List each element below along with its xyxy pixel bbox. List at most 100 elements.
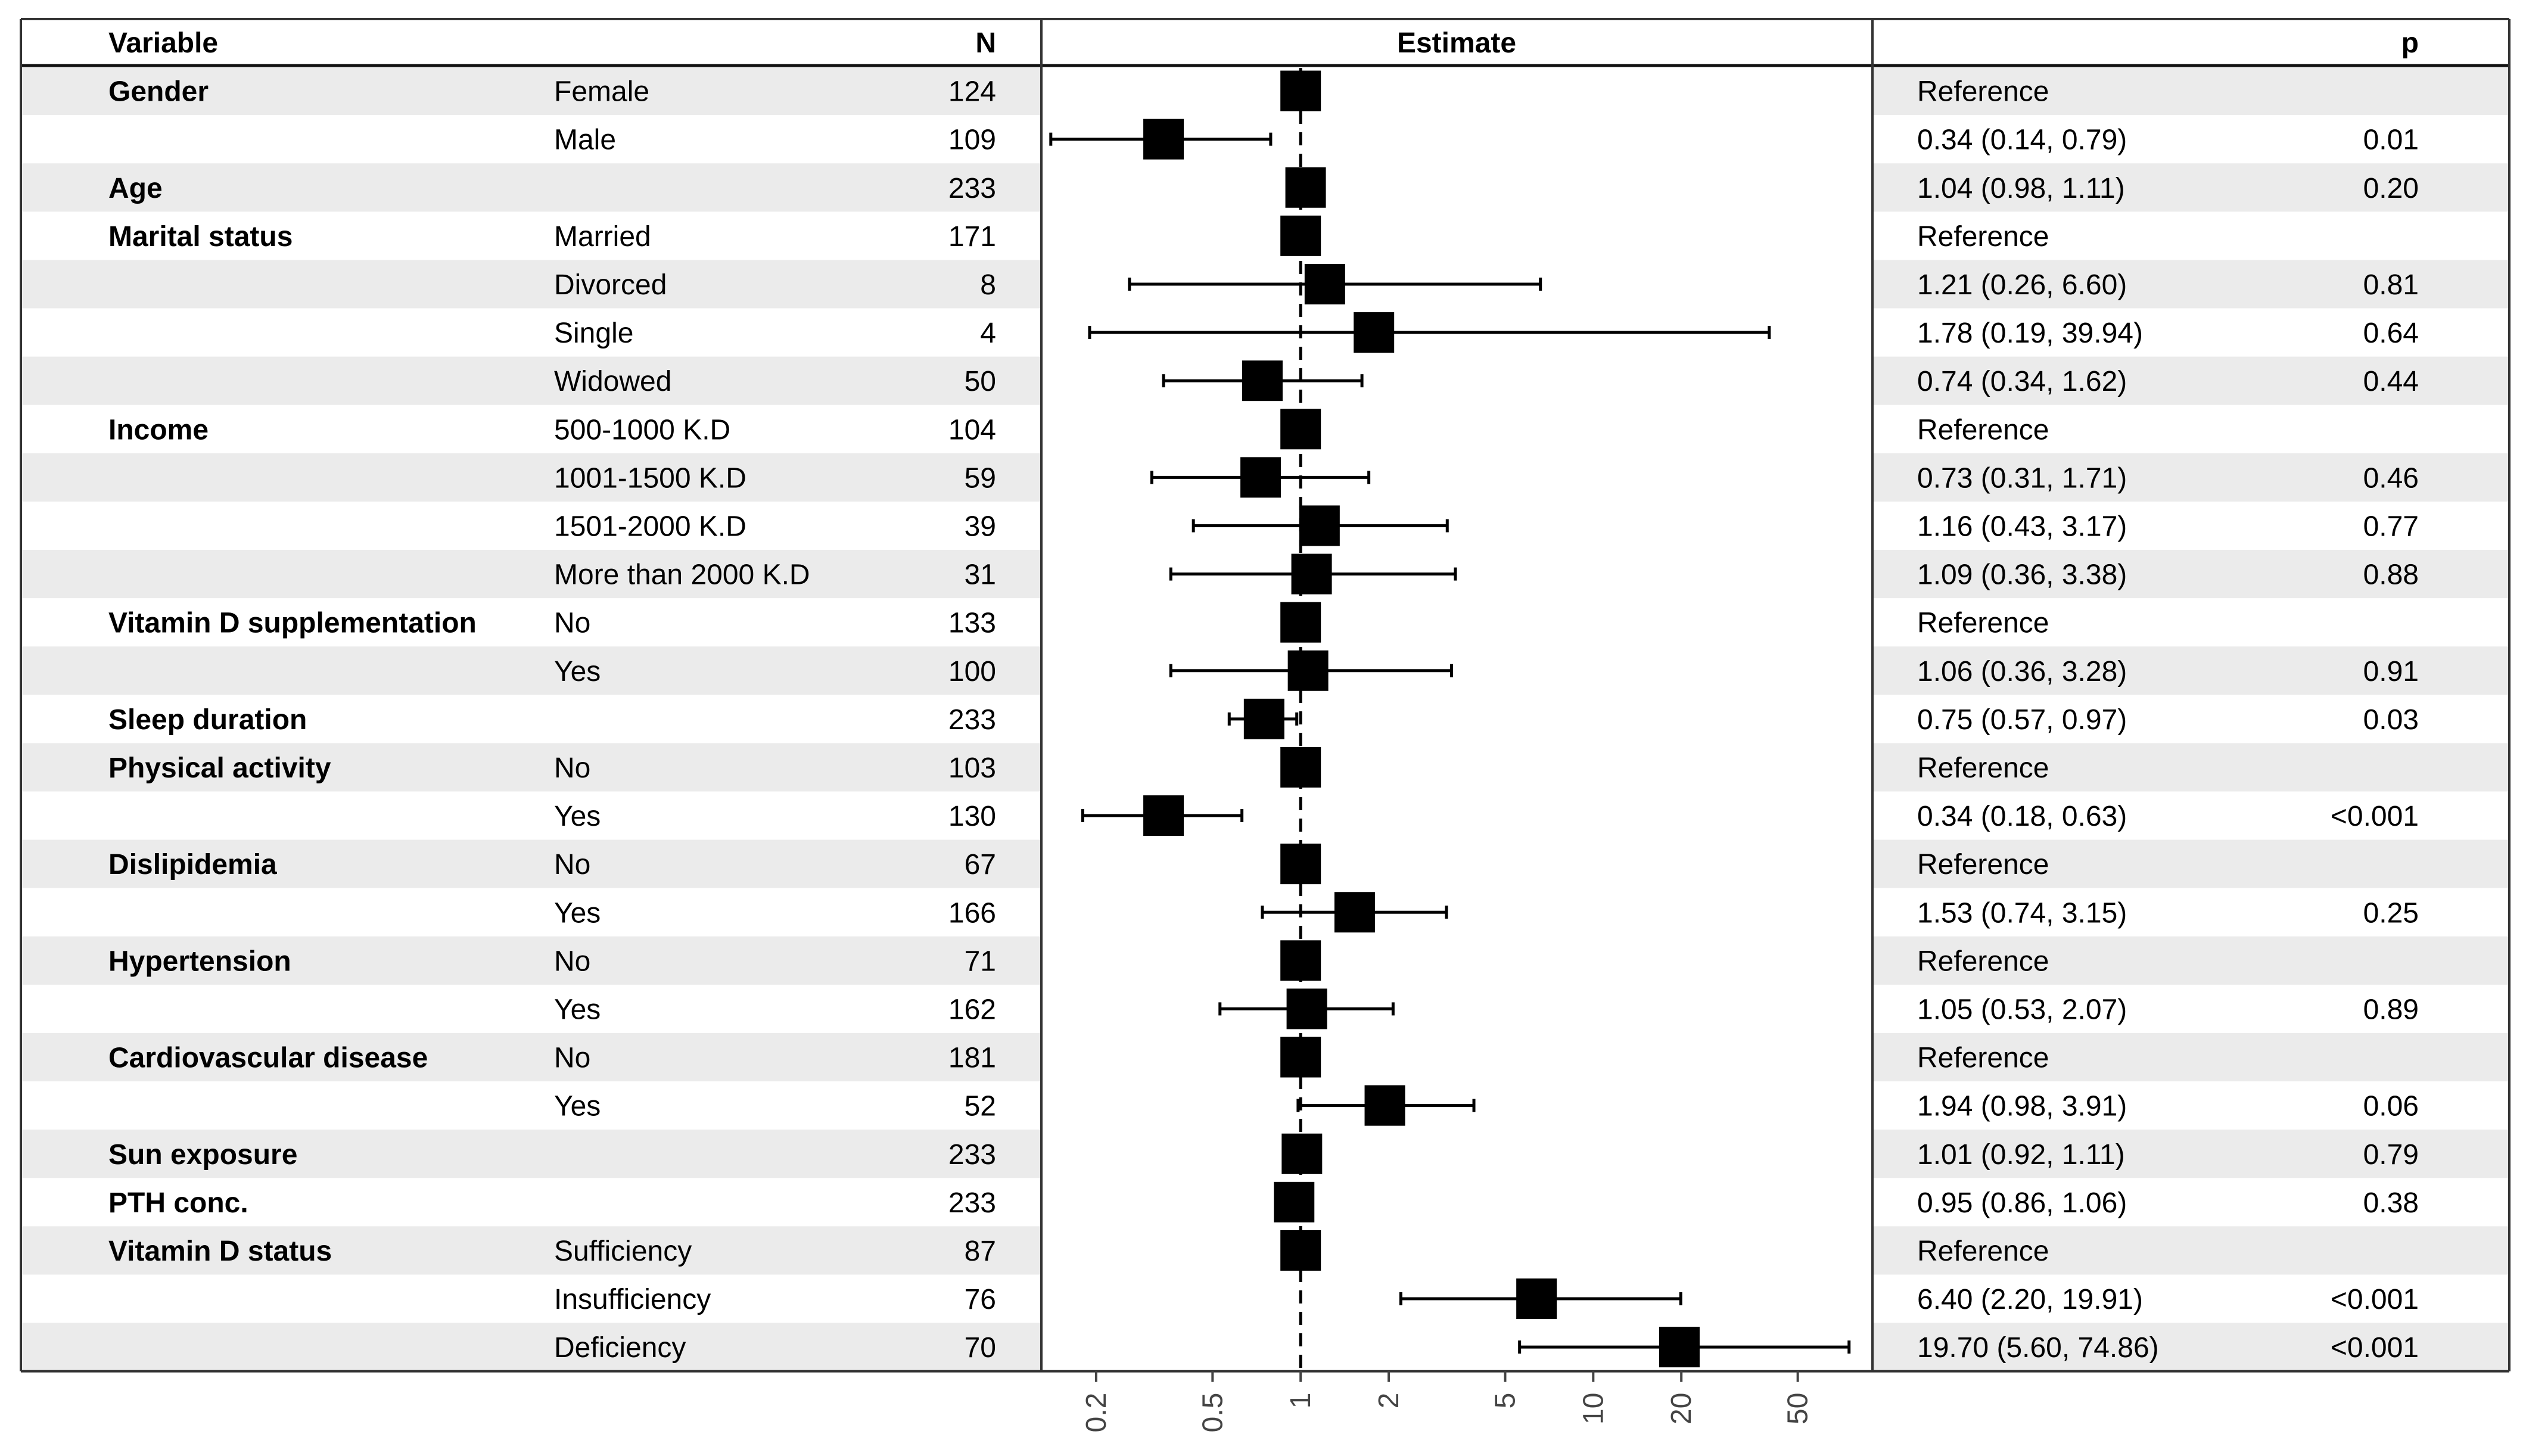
estimate-point [1143,795,1184,836]
estimate-point [1354,312,1395,353]
x-tick-label: 0.5 [1197,1393,1228,1433]
table-rows: Gender Female 124 Reference Male 109 0.34 (0.1… [108,76,2419,1364]
n-value: 8 [980,269,996,301]
estimate-point [1299,505,1340,546]
estimate-text: 1.94 (0.98, 3.91) [1917,1091,2127,1122]
estimate-point [1304,263,1345,304]
level-label: Divorced [554,269,667,301]
p-value: 0.38 [2363,1187,2419,1219]
estimate-text: 0.34 (0.14, 0.79) [1917,125,2127,156]
p-value: 0.44 [2363,366,2419,397]
estimate-text: 0.74 (0.34, 1.62) [1917,366,2127,397]
p-value: 0.64 [2363,318,2419,349]
header-n: N [975,27,996,59]
p-value: 0.91 [2363,656,2419,687]
level-label: Yes [554,801,601,832]
level-label: No [554,849,590,881]
estimate-point [1280,215,1321,256]
header-variable: Variable [108,27,218,59]
estimate-text: 1.01 (0.92, 1.11) [1917,1139,2125,1171]
x-axis: 0.2 0.5 1 2 5 10 20 50 [1081,1371,1814,1433]
n-value: 133 [948,608,996,639]
level-label: No [554,1043,590,1074]
variable-label: Marital status [108,221,293,253]
n-value: 124 [948,76,996,108]
x-tick-label: 50 [1782,1393,1814,1424]
header-estimate: Estimate [1397,27,1516,59]
level-label: No [554,752,590,784]
estimate-point [1286,988,1327,1029]
estimate-point [1516,1278,1557,1320]
p-value: <0.001 [2331,801,2419,832]
n-value: 76 [965,1284,996,1315]
variable-label: Gender [108,76,209,108]
x-tick-label: 2 [1373,1393,1405,1409]
estimate-text: 1.21 (0.26, 6.60) [1917,269,2127,301]
variable-label: Age [108,173,163,204]
plot-panel [1041,67,1872,1371]
n-value: 50 [965,366,996,397]
level-label: 500-1000 K.D [554,414,730,446]
estimate-text: 6.40 (2.20, 19.91) [1917,1284,2143,1315]
estimate-point [1280,1230,1321,1271]
level-label: Yes [554,656,601,687]
n-value: 103 [948,752,996,784]
p-value: 0.03 [2363,704,2419,736]
estimate-text: 1.06 (0.36, 3.28) [1917,656,2127,687]
n-value: 171 [948,221,996,253]
level-label: 1001-1500 K.D [554,462,746,494]
level-label: Married [554,221,651,253]
p-value: 0.81 [2363,269,2419,301]
estimate-point [1280,409,1321,450]
estimate-text: Reference [1917,1043,2049,1074]
level-label: 1501-2000 K.D [554,511,746,542]
estimate-point [1364,1085,1405,1126]
estimate-point [1274,1181,1315,1222]
p-value: 0.89 [2363,994,2419,1025]
level-label: Female [554,76,649,108]
level-label: More than 2000 K.D [554,559,810,591]
estimate-text: 1.05 (0.53, 2.07) [1917,994,2127,1025]
x-tick-label: 20 [1666,1393,1697,1424]
estimate-text: Reference [1917,945,2049,977]
estimate-point [1280,746,1321,788]
n-value: 52 [965,1091,996,1122]
n-value: 39 [965,511,996,542]
n-value: 233 [948,704,996,736]
p-value: 0.79 [2363,1139,2419,1171]
estimate-point [1285,167,1326,208]
n-value: 59 [965,462,996,494]
level-label: No [554,945,590,977]
estimate-point [1334,892,1375,933]
estimate-text: 1.09 (0.36, 3.38) [1917,559,2127,591]
level-label: Widowed [554,366,671,397]
level-label: Yes [554,1091,601,1122]
estimate-text: Reference [1917,414,2049,446]
n-value: 67 [965,849,996,881]
p-value: 0.06 [2363,1091,2419,1122]
estimate-text: Reference [1917,849,2049,881]
estimate-text: 1.16 (0.43, 3.17) [1917,511,2127,542]
estimate-text: 0.75 (0.57, 0.97) [1917,704,2127,736]
estimate-text: 19.70 (5.60, 74.86) [1917,1332,2159,1364]
estimate-point [1280,1037,1321,1078]
estimate-marks [1049,68,1851,1371]
n-value: 100 [948,656,996,687]
x-tick-label: 1 [1285,1393,1317,1409]
n-value: 233 [948,1187,996,1219]
p-value: 0.46 [2363,462,2419,494]
estimate-text: 1.04 (0.98, 1.11) [1917,173,2125,204]
variable-label: Physical activity [108,752,331,784]
n-value: 70 [965,1332,996,1364]
n-value: 104 [948,414,996,446]
n-value: 181 [948,1043,996,1074]
n-value: 109 [948,125,996,156]
variable-label: Sun exposure [108,1139,297,1171]
estimate-point [1287,650,1329,691]
x-tick-label: 0.2 [1081,1393,1112,1433]
p-value: 0.88 [2363,559,2419,591]
level-label: Male [554,125,616,156]
estimate-text: Reference [1917,1236,2049,1267]
p-value: <0.001 [2331,1332,2419,1364]
